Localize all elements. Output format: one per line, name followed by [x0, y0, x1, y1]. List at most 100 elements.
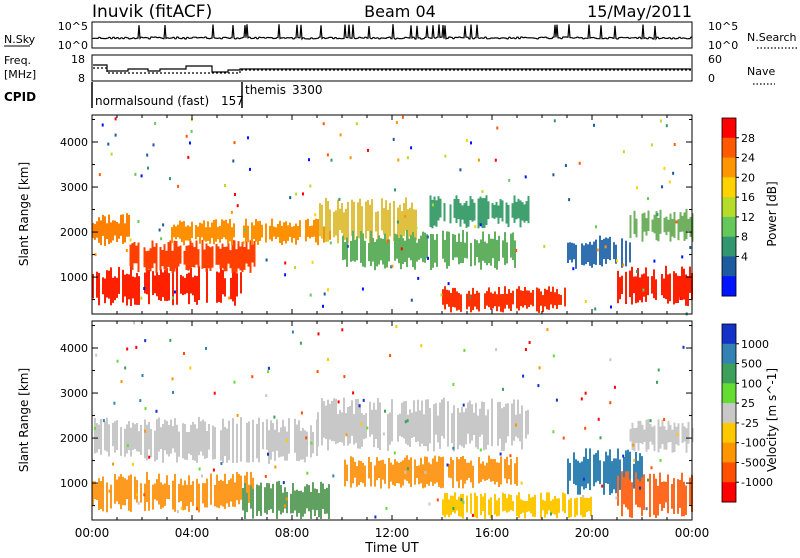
velocity-sparse-point [360, 422, 363, 426]
power-data-column [452, 234, 454, 261]
velocity-data-column [278, 480, 280, 511]
power-data-column [460, 242, 462, 264]
velocity-band-5 [344, 455, 518, 489]
power-data-column [517, 198, 520, 219]
velocity-data-column [488, 499, 490, 516]
power-data-column [374, 242, 376, 271]
velocity-data-column [331, 401, 333, 442]
velocity-data-column [476, 495, 478, 519]
power-data-column [583, 245, 585, 266]
velocity-data-column [505, 403, 507, 443]
power-data-column [319, 203, 321, 237]
velocity-data-column [589, 448, 591, 491]
velocity-sparse-point [116, 359, 119, 363]
cpid-mode-name-0: normalsound (fast) [95, 94, 209, 108]
velocity-data-column [564, 493, 566, 514]
velocity-data-column [499, 401, 501, 439]
velocity-data-column [430, 464, 432, 482]
velocity-data-column [586, 497, 588, 512]
power-sparse-point [361, 287, 364, 291]
power-data-column [185, 245, 188, 270]
velocity-data-column [188, 432, 190, 454]
velocity-colorbar-segment [722, 363, 736, 384]
velocity-data-column [501, 408, 503, 451]
power-data-column [106, 270, 108, 298]
velocity-data-column [260, 482, 262, 516]
velocity-data-column [312, 482, 314, 510]
velocity-data-column [320, 481, 322, 519]
velocity-data-column [480, 463, 482, 482]
velocity-data-column [492, 459, 494, 482]
power-data-column [201, 240, 204, 269]
power-data-column [473, 202, 476, 221]
power-data-column [510, 292, 512, 311]
power-data-column [496, 294, 498, 312]
power-data-column [339, 208, 341, 230]
power-data-column [234, 271, 236, 306]
velocity-sparse-point [327, 358, 329, 361]
power-data-column [247, 225, 249, 243]
power-data-column [166, 268, 168, 301]
power-data-column [472, 287, 474, 311]
power-data-column [655, 211, 658, 241]
velocity-sparse-point [463, 348, 466, 352]
power-data-column [132, 276, 134, 299]
nsearch-tick-bottom: 10^0 [708, 39, 738, 52]
velocity-data-column [659, 426, 662, 449]
velocity-data-column [477, 415, 479, 450]
power-data-column [474, 239, 476, 266]
power-data-column [215, 243, 218, 265]
power-sparse-point [642, 288, 645, 292]
velocity-data-column [562, 492, 564, 512]
power-colorbar-tick-label: 4 [741, 250, 748, 263]
velocity-sparse-point [452, 446, 455, 450]
velocity-sparse-point [144, 429, 147, 433]
power-data-column [243, 225, 245, 238]
power-data-column [205, 227, 207, 242]
nsky-label: N.Sky [4, 33, 36, 46]
power-data-column [573, 243, 575, 260]
power-data-column [465, 200, 468, 228]
power-sparse-point [230, 210, 233, 214]
velocity-data-column [496, 500, 498, 517]
power-colorbar-label: Power [dB] [765, 181, 779, 246]
velocity-sparse-point [102, 419, 105, 423]
velocity-data-column [98, 478, 100, 510]
velocity-colorbar: 1000 500 100 25 -25 -100 -500 -1000 [721, 323, 773, 503]
x-tick-label: 12:00 [375, 526, 410, 540]
velocity-data-column [180, 478, 182, 502]
velocity-data-column [510, 458, 512, 485]
velocity-sparse-point [522, 374, 525, 378]
velocity-sparse-point [124, 366, 127, 370]
power-data-column [459, 203, 462, 227]
power-sparse-point [322, 122, 325, 126]
velocity-data-column [575, 459, 577, 486]
freq-panel: Freq. [MHz] 18 8 60 0 Nave [4, 53, 775, 85]
power-data-column [92, 274, 94, 299]
velocity-data-column [484, 465, 486, 481]
power-data-column [659, 209, 662, 234]
power-sparse-point [94, 253, 97, 257]
power-sparse-point [147, 166, 149, 170]
velocity-data-column [329, 403, 331, 440]
velocity-data-column [432, 458, 434, 486]
velocity-data-column [216, 474, 218, 508]
station-title: Inuvik (fitACF) [92, 2, 212, 22]
velocity-data-column [597, 450, 599, 481]
power-data-column [187, 225, 189, 241]
power-ytick-label: 1000 [60, 271, 88, 284]
power-data-column [446, 231, 448, 269]
velocity-data-column [130, 427, 132, 457]
power-data-column [530, 292, 532, 305]
power-data-column [467, 205, 470, 227]
velocity-data-column [490, 458, 492, 482]
power-data-column [309, 226, 311, 239]
velocity-data-column [460, 457, 462, 480]
power-data-column [367, 200, 369, 232]
power-data-column [502, 294, 504, 313]
velocity-data-column [649, 473, 651, 518]
velocity-data-column [508, 494, 510, 512]
power-data-column [337, 199, 339, 244]
power-data-column [195, 240, 198, 265]
velocity-data-column [458, 496, 460, 517]
